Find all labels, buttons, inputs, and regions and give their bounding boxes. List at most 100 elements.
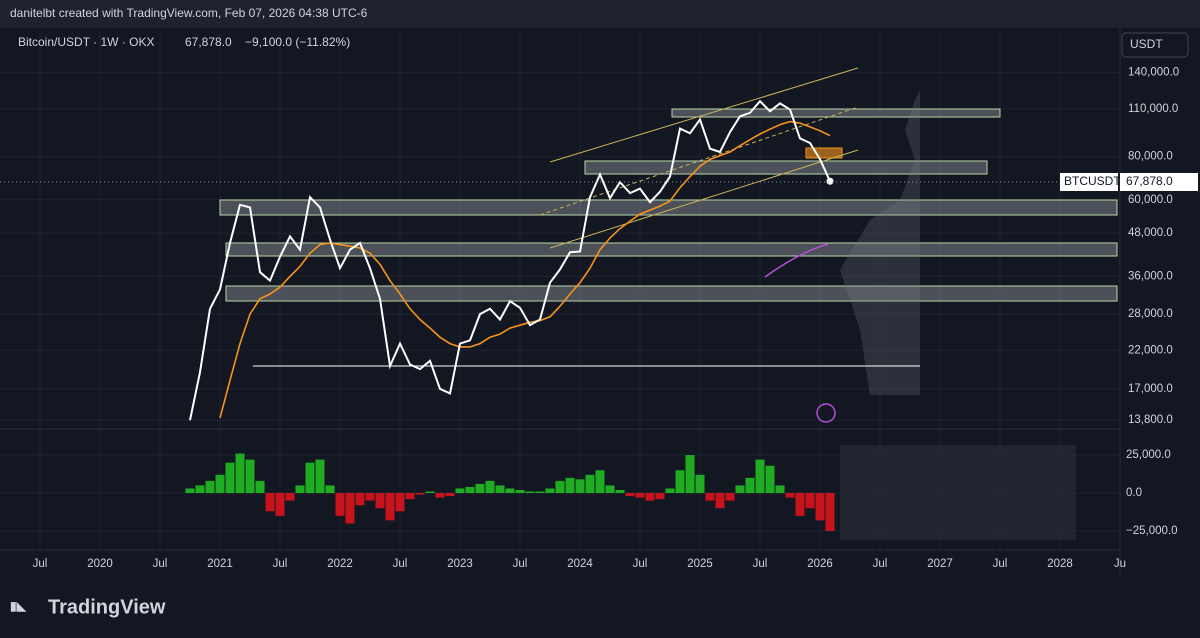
zones: [219, 108, 1118, 302]
price-pane: [189, 99, 834, 421]
oscillator-bar: [385, 493, 395, 521]
oscillator-bar: [825, 493, 835, 532]
oscillator-bar: [525, 491, 535, 494]
oscillator-bar: [455, 488, 465, 494]
oscillator-bar: [515, 490, 525, 494]
zone: [584, 160, 988, 175]
zone: [805, 147, 843, 159]
price-line: [189, 99, 831, 421]
oscillator-bar: [695, 474, 705, 494]
oscillator-bar: [365, 493, 375, 501]
oscillator-bar: [285, 493, 295, 501]
y-tick-label: 13,800.0: [1128, 414, 1173, 426]
y-tick-label: 80,000.0: [1128, 151, 1173, 163]
oscillator-bar: [665, 488, 675, 494]
x-tick-label: 2025: [687, 558, 713, 570]
x-tick-label: Jul: [633, 558, 648, 570]
oscillator-bar: [805, 493, 815, 509]
oscillator-bar: [265, 493, 275, 512]
y-tick-label: 110,000.0: [1128, 103, 1178, 115]
oscillator-bar: [315, 459, 325, 494]
zone: [225, 242, 1118, 257]
x-tick-label: 2024: [567, 558, 593, 570]
price-tag-box: [1060, 173, 1118, 191]
price-tag-symbol: BTCUSDT: [1064, 174, 1121, 188]
oscillator-bar: [705, 493, 715, 501]
currency-label[interactable]: USDT: [1130, 37, 1163, 51]
oscillator-bar: [755, 459, 765, 494]
oscillator-bar: [255, 480, 265, 494]
oscillator-bar: [225, 462, 235, 494]
oscillator-bar: [395, 493, 405, 512]
oscillator-bar: [445, 493, 455, 497]
x-tick-label: Jul: [993, 558, 1008, 570]
oscillator-bar: [465, 486, 475, 494]
oscillator-bar: [785, 493, 795, 498]
oscillator-bar: [545, 488, 555, 494]
x-tick-label: 2028: [1047, 558, 1073, 570]
oscillator-bar: [535, 491, 545, 494]
oscillator-bar: [205, 480, 215, 494]
y-tick-label: 140,000.0: [1128, 67, 1179, 79]
channel-line: [549, 67, 859, 163]
x-tick-label: Jul: [513, 558, 528, 570]
header-text: danitelbt created with TradingView.com, …: [10, 6, 368, 20]
oscillator-bar: [195, 485, 205, 494]
y-tick-label: 36,000.0: [1128, 270, 1173, 282]
oscillator-bar: [565, 477, 575, 494]
oscillator-bar: [575, 479, 585, 494]
y-tick-label: −25,000.0: [1126, 525, 1177, 537]
y-tick-label: 28,000.0: [1128, 308, 1173, 320]
y-tick-label: 17,000.0: [1128, 383, 1173, 395]
x-tick-label: Jul: [153, 558, 168, 570]
y-tick-label: 60,000.0: [1128, 194, 1173, 206]
oscillator-bar: [215, 474, 225, 494]
oscillator-bar: [245, 459, 255, 494]
oscillator-bar: [235, 453, 245, 494]
oscillator-bar: [585, 474, 595, 494]
logo-text: TradingView: [48, 596, 166, 618]
legend-price: 67,878.0: [185, 35, 232, 49]
price-tag-value: 67,878.0: [1126, 174, 1173, 188]
x-tick-label: 2022: [327, 558, 353, 570]
currency-button[interactable]: [1121, 32, 1189, 58]
y-tick-label: 25,000.0: [1126, 449, 1171, 461]
oscillator-bar: [425, 491, 435, 494]
logo-mark: ▮◣: [10, 599, 27, 613]
oscillator-bar: [655, 493, 665, 500]
x-tick-label: Jul: [33, 558, 48, 570]
indicator-line: [764, 243, 829, 278]
x-tick-label: Ju: [1114, 558, 1126, 570]
oscillator-bar: [495, 485, 505, 494]
oscillator-bar: [335, 493, 345, 516]
oscillator-bar: [745, 477, 755, 494]
y-tick-label: 0.0: [1126, 487, 1142, 499]
oscillator-bar: [325, 485, 335, 494]
x-tick-label: 2023: [447, 558, 473, 570]
oscillator-bar: [715, 493, 725, 509]
y-tick-label: 22,000.0: [1128, 344, 1173, 356]
oscillator-bar: [375, 493, 385, 509]
volume-profile: [840, 90, 920, 395]
price-tag-box: [1120, 173, 1198, 191]
x-tick-label: 2021: [207, 558, 233, 570]
x-tick-label: 2027: [927, 558, 953, 570]
oscillator-bar: [595, 470, 605, 494]
x-tick-label: Jul: [393, 558, 408, 570]
oscillator-bar: [185, 488, 195, 494]
channel-line: [549, 149, 859, 249]
oscillator-bar: [345, 493, 355, 524]
alert-icon[interactable]: [816, 403, 836, 423]
oscillator-bar: [675, 470, 685, 494]
projection-area: [840, 445, 1076, 540]
x-tick-label: Jul: [873, 558, 888, 570]
oscillator-bar: [475, 483, 485, 494]
oscillator-bar: [415, 493, 425, 495]
oscillator-bar: [405, 493, 415, 500]
oscillator-bar: [435, 493, 445, 498]
oscillator-bar: [645, 493, 655, 501]
axes: 13,800.0 17,000.0 22,000.0 28,000.0 36,000.0…: [33, 67, 1180, 570]
legend-symbol: Bitcoin/USDT · 1W · OKX: [18, 35, 154, 49]
